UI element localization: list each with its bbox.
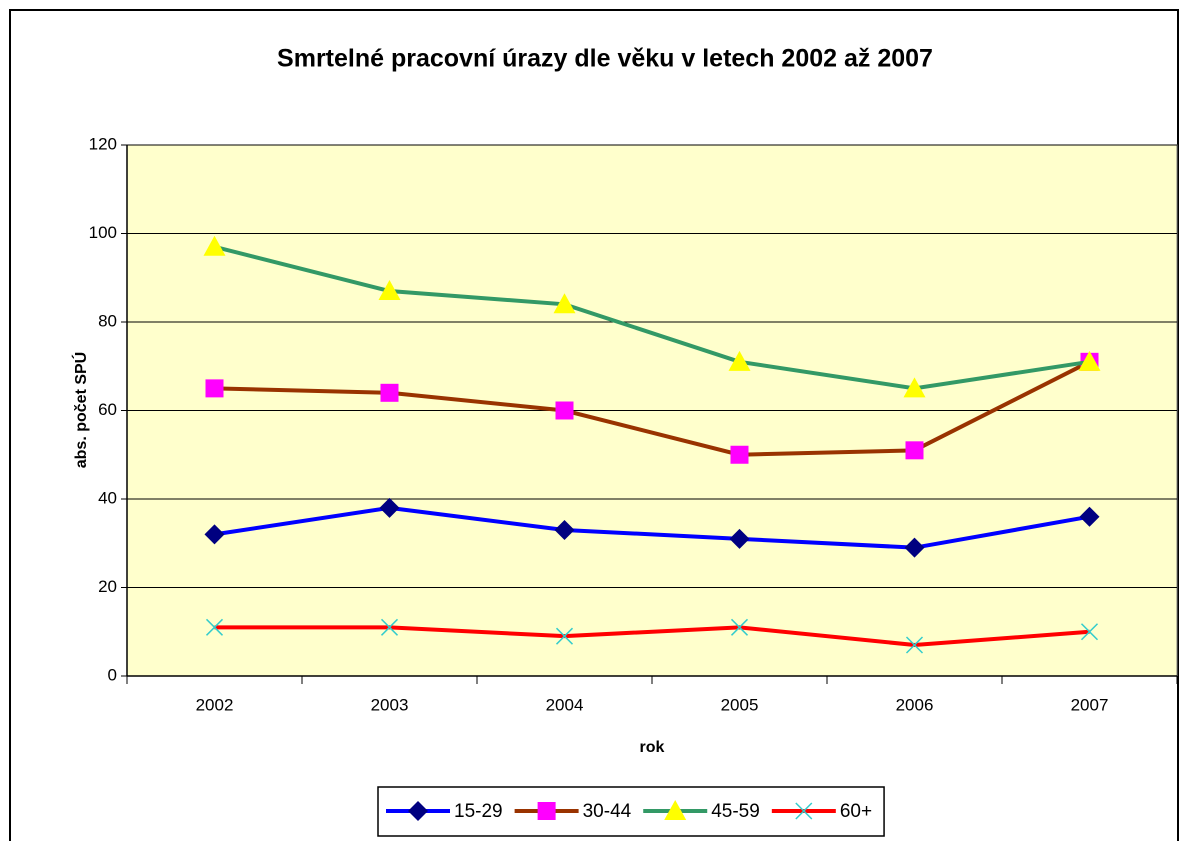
data-point xyxy=(905,636,924,654)
data-point xyxy=(205,379,224,398)
y-tick-label: 20 xyxy=(98,577,117,596)
data-point xyxy=(555,627,574,645)
legend-label: 15-29 xyxy=(454,801,503,822)
data-point xyxy=(730,618,749,636)
x-tick-label: 2004 xyxy=(546,695,584,714)
series-line xyxy=(214,625,1090,648)
x-tick-label: 2007 xyxy=(1071,695,1109,714)
y-tick-label: 60 xyxy=(98,400,117,419)
y-tick-label: 120 xyxy=(89,134,117,153)
data-point xyxy=(380,618,399,636)
series-line xyxy=(214,244,1090,391)
data-point xyxy=(205,618,224,636)
x-tick-label: 2005 xyxy=(721,695,759,714)
series-line xyxy=(214,360,1091,457)
data-point xyxy=(379,497,400,518)
legend-marker xyxy=(408,801,428,821)
x-tick-label: 2002 xyxy=(196,695,234,714)
data-point xyxy=(554,519,575,540)
data-point xyxy=(728,350,751,371)
legend-label: 60+ xyxy=(840,801,872,822)
legend-box xyxy=(377,786,885,837)
data-point xyxy=(378,280,401,301)
y-tick-label: 100 xyxy=(89,223,117,242)
data-point xyxy=(1079,506,1100,527)
legend-marker xyxy=(537,802,556,820)
y-tick-label: 80 xyxy=(98,311,117,330)
data-point xyxy=(1078,350,1101,371)
data-point xyxy=(1080,623,1099,641)
data-point xyxy=(729,528,750,549)
data-point xyxy=(380,383,399,402)
legend-marker xyxy=(795,802,813,820)
data-point xyxy=(903,377,926,398)
legend: 15-29 30-44 45-59 60+ xyxy=(377,786,885,837)
legend-marker xyxy=(664,800,687,820)
chart-title: Smrtelné pracovní úrazy dle věku v letec… xyxy=(277,45,933,73)
data-point xyxy=(904,537,925,558)
data-point xyxy=(553,293,576,314)
y-tick-label: 40 xyxy=(98,488,117,507)
x-tick-label: 2003 xyxy=(371,695,409,714)
legend-label: 45-59 xyxy=(711,801,760,822)
x-tick-label: 2006 xyxy=(896,695,934,714)
y-tick-label: 0 xyxy=(108,665,117,684)
data-point xyxy=(555,401,574,420)
data-point xyxy=(204,524,225,545)
x-axis-label: rok xyxy=(640,739,665,756)
data-point xyxy=(905,441,924,460)
data-point xyxy=(730,445,749,464)
legend-label: 30-44 xyxy=(583,801,632,822)
series-line xyxy=(214,505,1090,550)
y-axis-label: abs. počet SPÚ xyxy=(71,352,90,468)
data-point xyxy=(203,235,226,256)
